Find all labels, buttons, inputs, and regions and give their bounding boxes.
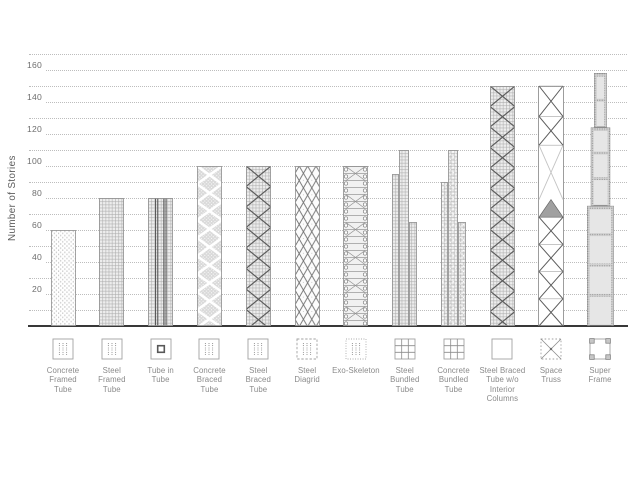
gridline-100 xyxy=(46,165,627,167)
bar-concrete-framed-tube xyxy=(50,230,76,326)
space-truss-plan-icon xyxy=(540,338,562,360)
bar-label-steel-braced-tube: Steel Braced Tube xyxy=(245,366,271,394)
super-frame-plan-icon xyxy=(589,338,611,360)
y-tick-label: 40 xyxy=(32,252,42,262)
gridline-40 xyxy=(46,261,627,263)
bar-label-concrete-braced-tube: Concrete Braced Tube xyxy=(193,366,226,394)
gridline-130 xyxy=(29,117,627,119)
bar-steel-diagrid xyxy=(294,166,320,326)
gridline-90 xyxy=(29,181,627,183)
gridline-140 xyxy=(46,101,627,103)
x-axis-line xyxy=(28,325,628,327)
gridline-70 xyxy=(29,213,627,215)
steel-framed-tube-plan-icon xyxy=(101,338,123,360)
concrete-braced-tube-plan-icon xyxy=(199,338,220,360)
gridline-160 xyxy=(46,69,627,71)
gridline-10 xyxy=(29,309,627,311)
gridline-120 xyxy=(46,133,627,135)
bar-label-steel-framed-tube: Steel Framed Tube xyxy=(98,366,126,394)
y-tick-label: 100 xyxy=(27,156,42,166)
steel-bundled-tube-plan-icon xyxy=(394,338,416,360)
bar-steel-braced-tube xyxy=(245,166,271,326)
bar-label-space-truss: Space Truss xyxy=(539,366,563,385)
gridline-20 xyxy=(46,293,627,295)
bar-label-tube-in-tube: Tube in Tube xyxy=(147,366,174,385)
bar-steel-framed-tube xyxy=(99,198,125,326)
tube-in-tube-plan-icon xyxy=(150,338,172,360)
steel-braced-tube-plan-icon xyxy=(247,338,269,360)
bar-super-frame xyxy=(586,73,614,326)
gridline-170 xyxy=(29,53,627,55)
bar-steel-bundled-tube xyxy=(392,150,418,326)
bar-label-steel-bundled-tube: Steel Bundled Tube xyxy=(390,366,420,394)
bar-concrete-braced-tube xyxy=(197,166,222,326)
bar-label-steel-braced-tube-wo-interior-columns: Steel Braced Tube w/o Interior Columns xyxy=(479,366,526,404)
exo-skeleton-plan-icon xyxy=(345,338,367,360)
bar-exo-skeleton xyxy=(343,166,369,326)
y-tick-label: 80 xyxy=(32,188,42,198)
bar-label-concrete-framed-tube: Concrete Framed Tube xyxy=(46,366,80,394)
concrete-framed-tube-plan-icon xyxy=(52,338,74,360)
bar-label-concrete-bundled-tube: Concrete Bundled Tube xyxy=(437,366,470,394)
gridline-60 xyxy=(46,229,627,231)
y-tick-label: 120 xyxy=(27,124,42,134)
y-tick-label: 160 xyxy=(27,60,42,70)
y-tick-label: 20 xyxy=(32,284,42,294)
bar-space-truss xyxy=(538,85,565,327)
bar-steel-braced-tube-wo-interior-columns xyxy=(489,86,515,326)
bar-tube-in-tube xyxy=(148,198,174,326)
y-tick-label: 140 xyxy=(27,92,42,102)
steel-diagrid-plan-icon xyxy=(296,338,318,360)
gridline-80 xyxy=(46,197,627,199)
bar-concrete-bundled-tube xyxy=(441,150,466,326)
gridline-30 xyxy=(29,277,627,279)
gridline-50 xyxy=(29,245,627,247)
y-tick-label: 60 xyxy=(32,220,42,230)
concrete-bundled-tube-plan-icon xyxy=(443,338,464,360)
gridline-150 xyxy=(29,85,627,87)
steel-braced-tube-wo-interior-columns-plan-icon xyxy=(491,338,513,360)
bar-label-super-frame: Super Frame xyxy=(588,366,612,385)
bar-label-exo-skeleton: Exo-Skeleton xyxy=(332,366,380,375)
gridline-110 xyxy=(29,149,627,151)
bar-label-steel-diagrid: Steel Diagrid xyxy=(294,366,320,385)
